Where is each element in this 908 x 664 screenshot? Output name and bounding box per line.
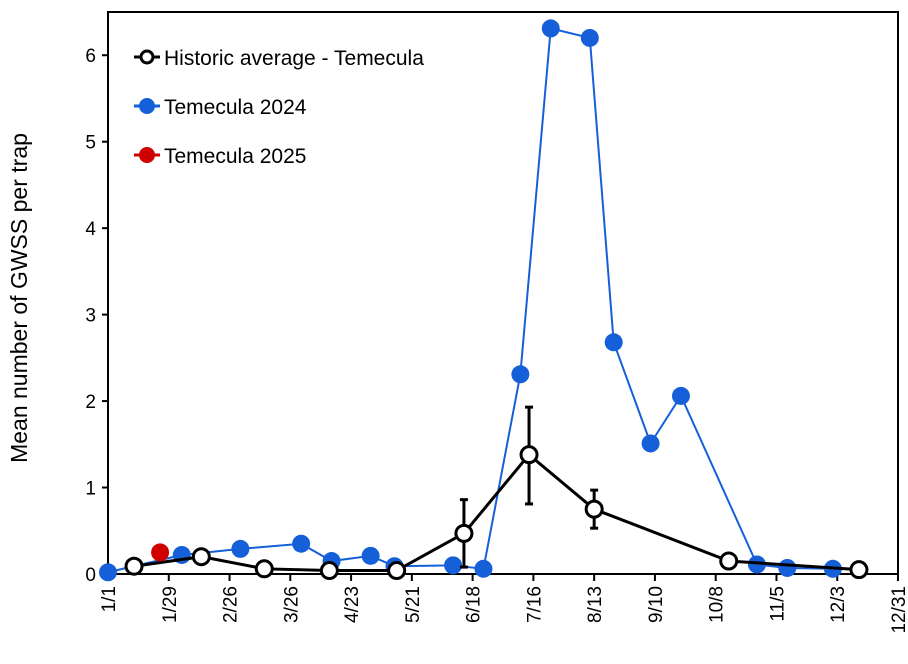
data-point — [254, 559, 274, 579]
x-tick-label: 11/5 — [767, 586, 788, 622]
legend-item: Temecula 2025 — [134, 145, 306, 168]
data-point — [292, 534, 311, 553]
data-point — [519, 445, 539, 465]
y-tick-label: 5 — [85, 133, 96, 154]
x-tick-label: 3/26 — [281, 586, 302, 623]
data-point — [747, 555, 766, 574]
axes: 0 1 2 3 4 5 6 1/1 1/29 2/26 3/26 4/23 5/21 6/18 7/16 8/… — [85, 11, 908, 634]
data-point — [719, 551, 739, 571]
legend-item: Temecula 2024 — [134, 96, 307, 119]
data-point — [474, 559, 493, 578]
data-point — [191, 547, 211, 567]
plot-frame — [107, 11, 899, 575]
x-tick-label: 12/3 — [828, 586, 849, 623]
legend-item: Historic average - Temecula — [134, 47, 424, 70]
data-point — [361, 546, 380, 565]
series-temecula-2025 — [151, 543, 170, 562]
data-point — [580, 28, 599, 47]
data-point — [604, 333, 623, 352]
data-point — [319, 561, 339, 581]
legend-label: Temecula 2025 — [164, 145, 306, 168]
x-tick-label: 12/31 — [889, 586, 908, 634]
data-point — [454, 523, 474, 543]
series-layer — [99, 19, 869, 582]
y-tick-label: 0 — [85, 565, 96, 586]
data-point — [124, 556, 144, 576]
data-point — [387, 561, 407, 581]
data-point — [584, 499, 604, 519]
y-tick-label: 2 — [85, 392, 96, 413]
x-tick-label: 1/1 — [99, 586, 120, 612]
x-tick-label: 8/13 — [585, 586, 606, 623]
x-tick-label: 4/23 — [342, 586, 363, 623]
x-tick-label: 10/8 — [707, 586, 728, 623]
legend: Historic average - Temecula Temecula 2024… — [134, 47, 424, 168]
data-point — [541, 19, 560, 38]
legend-marker — [139, 98, 155, 114]
y-axis-label: Mean number of GWSS per trap — [6, 133, 32, 463]
x-tick-label: 5/21 — [403, 586, 424, 623]
data-point — [231, 539, 250, 558]
legend-marker — [139, 147, 155, 163]
data-point — [778, 558, 797, 577]
data-point — [99, 563, 117, 582]
legend-marker — [139, 49, 155, 65]
series-line — [133, 452, 860, 573]
legend-label: Historic average - Temecula — [164, 47, 424, 70]
x-tick-label: 7/16 — [524, 586, 545, 623]
y-tick-label: 4 — [85, 219, 96, 240]
y-tick-label: 3 — [85, 306, 96, 327]
legend-label: Temecula 2024 — [164, 96, 307, 119]
data-point — [849, 560, 869, 580]
series-line — [107, 27, 833, 574]
x-tick-label: 2/26 — [221, 586, 242, 623]
data-point — [151, 543, 170, 562]
data-point — [444, 556, 463, 575]
x-tick-label: 1/29 — [160, 586, 181, 623]
data-point — [641, 434, 660, 453]
data-point — [671, 386, 690, 405]
x-tick-label: 6/18 — [464, 586, 485, 623]
data-point — [511, 365, 530, 384]
y-tick-label: 6 — [85, 46, 96, 67]
x-tick-label: 9/10 — [646, 586, 667, 623]
series-historic-average-temecula — [124, 405, 869, 581]
y-tick-label: 1 — [85, 479, 96, 500]
